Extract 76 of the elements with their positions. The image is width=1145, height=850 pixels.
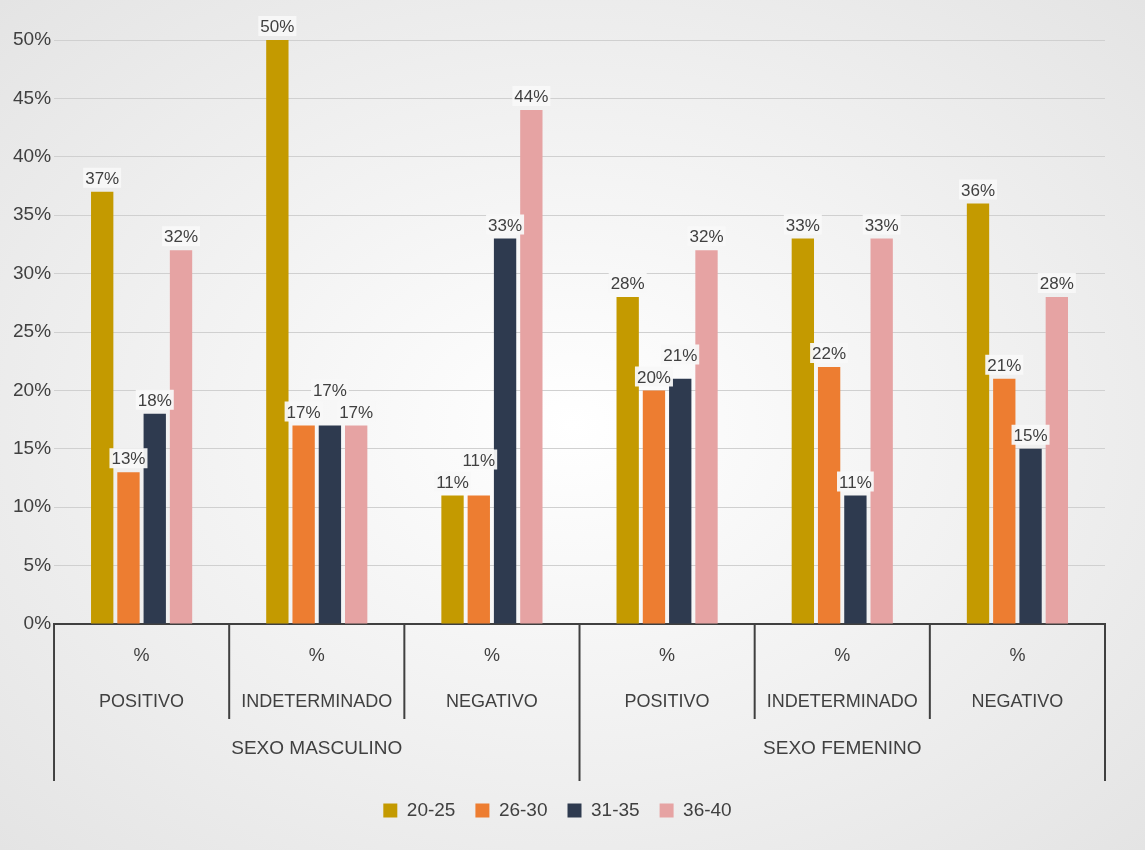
data-label: 17% (339, 402, 374, 422)
y-tick-label: 40% (13, 145, 52, 167)
y-tick-label: 30% (13, 261, 52, 283)
bar (441, 495, 464, 624)
text: % (308, 644, 325, 665)
text: SEXO MASCULINO (231, 737, 403, 759)
bar (91, 191, 114, 624)
data-label: 17% (286, 402, 321, 422)
y-tick-label: 10% (13, 495, 52, 517)
data-label: 15% (1013, 425, 1048, 445)
x-tick-label: NEGATIVO (446, 691, 538, 712)
text: % (834, 644, 851, 665)
bar (642, 390, 666, 624)
data-label: 20% (636, 367, 671, 387)
x-tick-label: INDETERMINADO (241, 691, 393, 712)
data-label: 37% (85, 169, 120, 189)
bar (1045, 296, 1068, 624)
text: % (1009, 644, 1026, 665)
data-label: 28% (610, 274, 645, 294)
data-label: 33% (864, 215, 899, 235)
bar (117, 472, 140, 624)
legend-label: 20-25 (406, 798, 456, 820)
data-label: 50% (260, 17, 295, 37)
data-label: 17% (312, 380, 347, 400)
data-label: 36% (960, 180, 996, 200)
y-tick-label: 50% (13, 28, 52, 50)
data-label: 21% (987, 355, 1022, 375)
data-label: 32% (164, 227, 199, 247)
data-label: 33% (488, 215, 523, 235)
legend-label: 31-35 (591, 798, 640, 820)
data-label: 13% (111, 449, 146, 469)
data-label: 28% (1039, 274, 1074, 294)
legend-label: 36-40 (683, 798, 732, 820)
text: % (133, 644, 150, 665)
bar (345, 425, 368, 624)
bar (143, 413, 166, 624)
x-tick-label: INDETERMINADO (766, 691, 918, 712)
text: % (483, 644, 500, 665)
bar (520, 110, 543, 624)
bar (844, 495, 867, 624)
y-tick-label: 5% (23, 553, 52, 575)
y-tick-label: 15% (13, 437, 52, 459)
bar (791, 238, 815, 624)
text: % (659, 644, 676, 665)
bar (266, 40, 289, 624)
bar (292, 425, 315, 624)
y-tick-label: 20% (13, 378, 52, 400)
bar (1019, 448, 1042, 624)
bar (467, 495, 490, 624)
x-tick-label: POSITIVO (624, 691, 710, 712)
data-label: 21% (663, 345, 698, 365)
legend-label: 26-30 (498, 798, 548, 820)
bar (318, 425, 342, 624)
bar (616, 296, 639, 624)
y-tick-label: 45% (13, 86, 52, 108)
data-label: 22% (812, 344, 847, 364)
data-label: 11% (462, 450, 496, 470)
y-tick-label: 0% (23, 612, 52, 634)
data-label: 33% (785, 215, 820, 235)
bar (993, 378, 1016, 624)
text: SEXO FEMENINO (763, 737, 922, 759)
data-label: 11% (839, 472, 872, 492)
bar (870, 238, 893, 624)
data-label: 32% (689, 227, 724, 247)
data-label: 44% (514, 87, 549, 107)
bar (966, 203, 990, 624)
bar (493, 238, 517, 624)
x-tick-label: NEGATIVO (971, 691, 1064, 712)
bar (817, 367, 841, 624)
data-label: 11% (436, 472, 469, 492)
y-tick-label: 35% (13, 203, 52, 225)
bar (695, 250, 718, 624)
x-tick-label: POSITIVO (99, 691, 185, 712)
bar (669, 378, 692, 624)
data-label: 18% (137, 390, 172, 410)
y-tick-label: 25% (13, 320, 52, 342)
